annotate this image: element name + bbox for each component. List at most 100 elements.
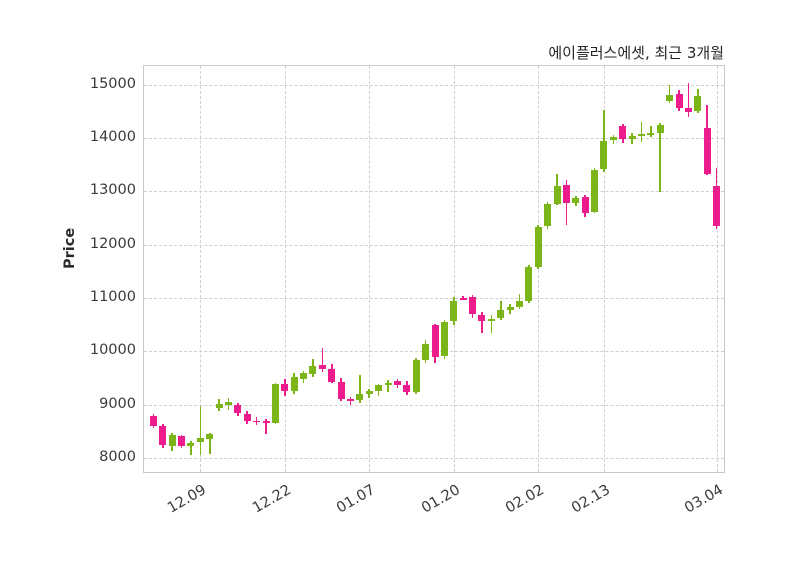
candle-body	[544, 204, 552, 226]
candle-wick	[321, 348, 324, 372]
candle-body	[515, 300, 523, 307]
x-tick-label: 02.02	[503, 482, 548, 517]
candle-wick	[199, 405, 202, 455]
candle-body	[638, 134, 646, 136]
candle-wick	[359, 374, 361, 404]
candle-body	[647, 132, 655, 135]
candle-wick	[668, 84, 671, 103]
x-tick-label: 12.22	[249, 482, 294, 517]
chart-title: 에이플러스에셋, 최근 3개월	[548, 44, 724, 62]
candle-wick	[490, 315, 493, 333]
candle-body	[581, 196, 589, 213]
candle-body	[675, 94, 683, 109]
candle-body	[384, 383, 392, 385]
candle-body	[328, 368, 336, 382]
y-axis-label: Price	[62, 227, 78, 269]
candle-body	[300, 373, 308, 379]
candle-body	[412, 359, 420, 392]
candle-body	[431, 324, 439, 357]
y-tick-label: 10000	[89, 342, 136, 359]
candle-body	[178, 435, 186, 446]
candle-body	[534, 226, 542, 267]
candle-body	[318, 365, 326, 370]
candle-body	[365, 391, 373, 394]
gridline-vertical	[200, 66, 202, 472]
candle-body	[600, 140, 608, 170]
gridline-vertical	[284, 66, 286, 472]
candle-body	[459, 298, 467, 300]
gridline-horizontal	[144, 244, 724, 246]
y-tick-label: 14000	[89, 129, 136, 145]
y-tick-label: 9000	[99, 395, 136, 412]
candle-body	[422, 344, 430, 360]
y-tick-label: 13000	[89, 182, 136, 199]
gridline-horizontal	[144, 458, 724, 459]
candle-body	[684, 107, 692, 113]
gridline-vertical	[603, 66, 605, 472]
candle-body	[393, 380, 401, 386]
candle-body	[337, 381, 345, 400]
x-tick-label: 01.07	[334, 482, 379, 517]
gridline-vertical	[538, 66, 540, 472]
candle-body	[703, 128, 711, 174]
candle-body	[628, 135, 636, 139]
candle-body	[440, 322, 448, 356]
candle-wick	[265, 419, 267, 434]
candle-body	[215, 404, 223, 408]
candle-wick	[650, 126, 652, 137]
candle-body	[553, 186, 561, 204]
gridline-vertical	[453, 66, 455, 472]
candle-body	[262, 420, 270, 423]
candle-body	[506, 307, 514, 311]
gridline-horizontal	[144, 138, 724, 139]
candle-wick	[387, 380, 389, 393]
plot-inner	[144, 66, 724, 472]
candle-wick	[481, 311, 483, 334]
candle-body	[281, 384, 289, 392]
candle-body	[375, 385, 383, 392]
gridline-horizontal	[144, 404, 724, 406]
x-tick-label: 01.20	[418, 482, 463, 517]
candle-body	[450, 300, 458, 322]
candle-body	[609, 136, 617, 141]
candle-body	[347, 399, 355, 401]
candle-body	[271, 384, 279, 423]
gridline-vertical	[369, 66, 371, 472]
x-tick-label: 03.04	[681, 482, 726, 517]
candle-body	[206, 434, 214, 440]
candle-wick	[190, 440, 192, 455]
candle-body	[478, 314, 486, 322]
gridline-horizontal	[144, 191, 724, 193]
candle-body	[469, 297, 477, 314]
x-tick-label: 12.09	[165, 482, 210, 517]
candle-body	[591, 170, 599, 212]
gridline-horizontal	[144, 84, 724, 86]
candle-body	[187, 442, 195, 447]
y-tick-label: 8000	[99, 449, 136, 465]
candle-body	[619, 126, 627, 140]
candle-body	[656, 124, 664, 133]
candle-body	[666, 94, 674, 101]
candle-body	[694, 95, 702, 112]
gridline-vertical	[716, 66, 718, 472]
candle-body	[168, 435, 176, 447]
candle-wick	[659, 123, 662, 192]
candle-body	[243, 413, 251, 421]
candle-body	[290, 377, 298, 391]
candle-body	[309, 366, 317, 374]
candle-wick	[208, 433, 211, 455]
candle-body	[356, 394, 364, 400]
y-tick-label: 12000	[89, 235, 136, 252]
candle-body	[572, 198, 580, 203]
candle-body	[713, 186, 721, 226]
plot-area	[143, 65, 725, 473]
candle-body	[159, 426, 167, 446]
gridline-horizontal	[144, 298, 724, 299]
y-tick-label: 15000	[89, 75, 136, 92]
candle-body	[525, 267, 533, 301]
candle-body	[234, 404, 242, 414]
x-tick-label: 02.13	[568, 482, 613, 517]
candle-body	[149, 416, 157, 426]
candle-body	[196, 438, 204, 442]
